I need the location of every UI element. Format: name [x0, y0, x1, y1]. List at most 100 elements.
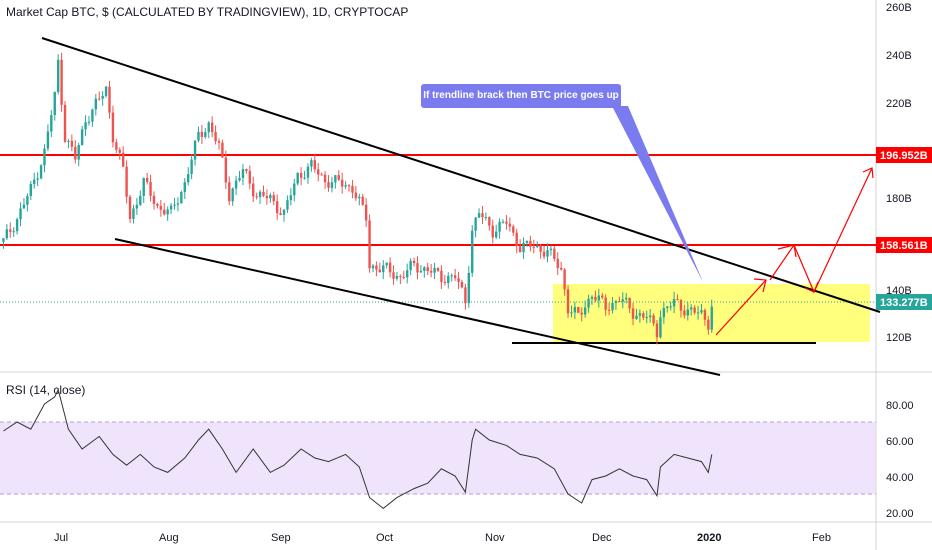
candle-body	[518, 246, 522, 253]
candle-body	[193, 140, 197, 160]
projection-lower-head	[777, 244, 797, 258]
candle-body	[679, 300, 683, 311]
candle-body	[323, 174, 327, 183]
candle-body	[36, 178, 39, 180]
candle-body	[484, 217, 488, 219]
candle-body	[501, 221, 505, 223]
candle-body	[536, 245, 539, 248]
candle-body	[621, 299, 624, 302]
time-tick-dec: Dec	[592, 532, 612, 544]
candle-body	[279, 213, 282, 215]
candle-body	[399, 275, 402, 277]
candle-body	[402, 276, 405, 278]
candle-body	[638, 313, 642, 316]
candle-body	[666, 306, 669, 309]
candle-body	[494, 231, 498, 238]
candle-body	[299, 172, 303, 178]
candle-body	[115, 142, 118, 150]
candle-body	[690, 307, 693, 310]
candle-body	[351, 186, 354, 193]
candle-body	[19, 208, 22, 220]
candle-body	[282, 209, 286, 215]
candle-body	[659, 317, 662, 338]
candle-body	[142, 177, 145, 196]
candle-body	[210, 122, 214, 133]
candle-body	[238, 177, 241, 181]
candle-body	[611, 302, 614, 311]
candle-body	[426, 267, 429, 272]
candles-layer	[2, 52, 713, 345]
candle-body	[642, 313, 645, 318]
candle-body	[474, 217, 477, 231]
candle-body	[255, 196, 258, 198]
candle-body	[286, 200, 289, 210]
callout-pointer	[612, 106, 703, 282]
candle-body	[467, 272, 470, 304]
candle-body	[707, 319, 710, 330]
candle-body	[22, 204, 26, 209]
candle-body	[187, 174, 190, 183]
candle-body	[313, 160, 317, 170]
candle-body	[5, 229, 9, 239]
candle-body	[652, 315, 655, 324]
candle-body	[310, 160, 313, 167]
candle-body	[696, 312, 700, 314]
candle-body	[128, 196, 132, 219]
level-label-lower: 158.561B	[880, 240, 928, 252]
candle-body	[9, 229, 12, 232]
candle-body	[505, 221, 508, 224]
candle-body	[214, 132, 217, 142]
candle-body	[344, 185, 347, 187]
last-price-label-bg	[876, 294, 932, 310]
candle-body	[566, 289, 570, 314]
candle-body	[570, 312, 573, 314]
candle-body	[594, 296, 597, 301]
candle-body	[700, 310, 703, 313]
candle-body	[525, 240, 529, 243]
candle-body	[303, 177, 306, 179]
lower-trendline	[114, 238, 721, 376]
candle-body	[429, 271, 433, 273]
candle-body	[354, 192, 358, 199]
candle-body	[471, 230, 474, 273]
time-tick-jul: Jul	[54, 532, 68, 544]
candle-body	[217, 141, 221, 143]
candle-body	[80, 129, 84, 146]
candle-body	[625, 297, 628, 300]
rsi-title: RSI (14, close)	[6, 383, 86, 397]
candle-body	[703, 310, 707, 320]
candle-body	[29, 184, 32, 197]
candle-body	[546, 250, 549, 257]
candle-body	[197, 131, 200, 141]
candle-body	[628, 297, 631, 309]
candle-body	[166, 209, 169, 215]
time-tick-oct: Oct	[376, 532, 393, 544]
candle-body	[33, 179, 36, 185]
candle-body	[440, 270, 443, 282]
candle-body	[108, 86, 111, 113]
last-price-label: 133.277B	[880, 297, 928, 309]
candle-body	[648, 315, 652, 318]
candle-body	[364, 204, 368, 221]
candle-body	[39, 165, 43, 179]
candle-body	[559, 267, 563, 270]
candle-body	[125, 166, 128, 197]
upper-trendline	[41, 37, 881, 313]
candle-body	[556, 258, 559, 268]
candle-body	[275, 201, 279, 214]
candle-body	[2, 238, 5, 242]
candle-body	[180, 192, 183, 204]
candle-body	[241, 169, 245, 178]
candle-body	[46, 131, 50, 149]
candle-body	[163, 209, 166, 215]
candle-body	[289, 195, 293, 201]
candle-body	[382, 265, 385, 273]
candle-body	[412, 260, 416, 264]
candle-body	[234, 180, 238, 189]
candle-body	[221, 142, 224, 158]
candle-body	[132, 208, 135, 219]
candle-body	[443, 281, 447, 284]
candle-body	[317, 169, 320, 175]
candle-body	[645, 317, 648, 319]
